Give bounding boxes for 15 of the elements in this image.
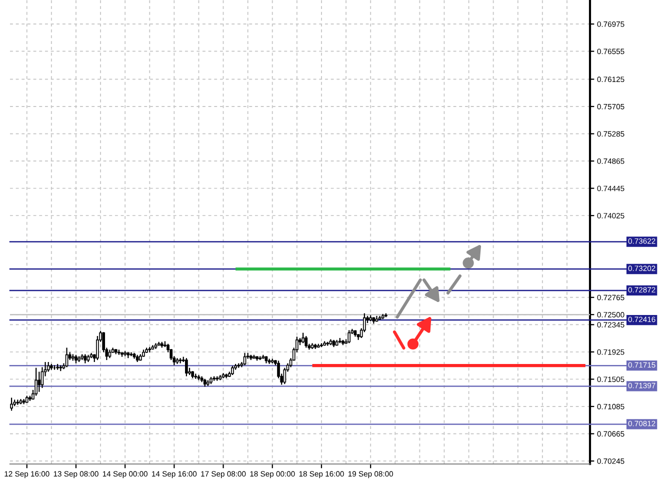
candlestick: [302, 332, 304, 344]
candlestick: [348, 330, 351, 344]
candlestick: [96, 335, 99, 361]
candlestick: [170, 348, 173, 361]
candlestick: [46, 361, 50, 372]
candlestick: [283, 367, 286, 385]
candlestick: [65, 347, 68, 368]
candlestick: [34, 367, 38, 396]
candlestick: [84, 354, 87, 364]
candlestick: [10, 397, 13, 412]
candlestick: [243, 352, 246, 366]
candlestick: [185, 358, 188, 377]
candlestick: [231, 365, 234, 376]
candlestick: [38, 371, 41, 392]
candlestick: [304, 335, 308, 348]
